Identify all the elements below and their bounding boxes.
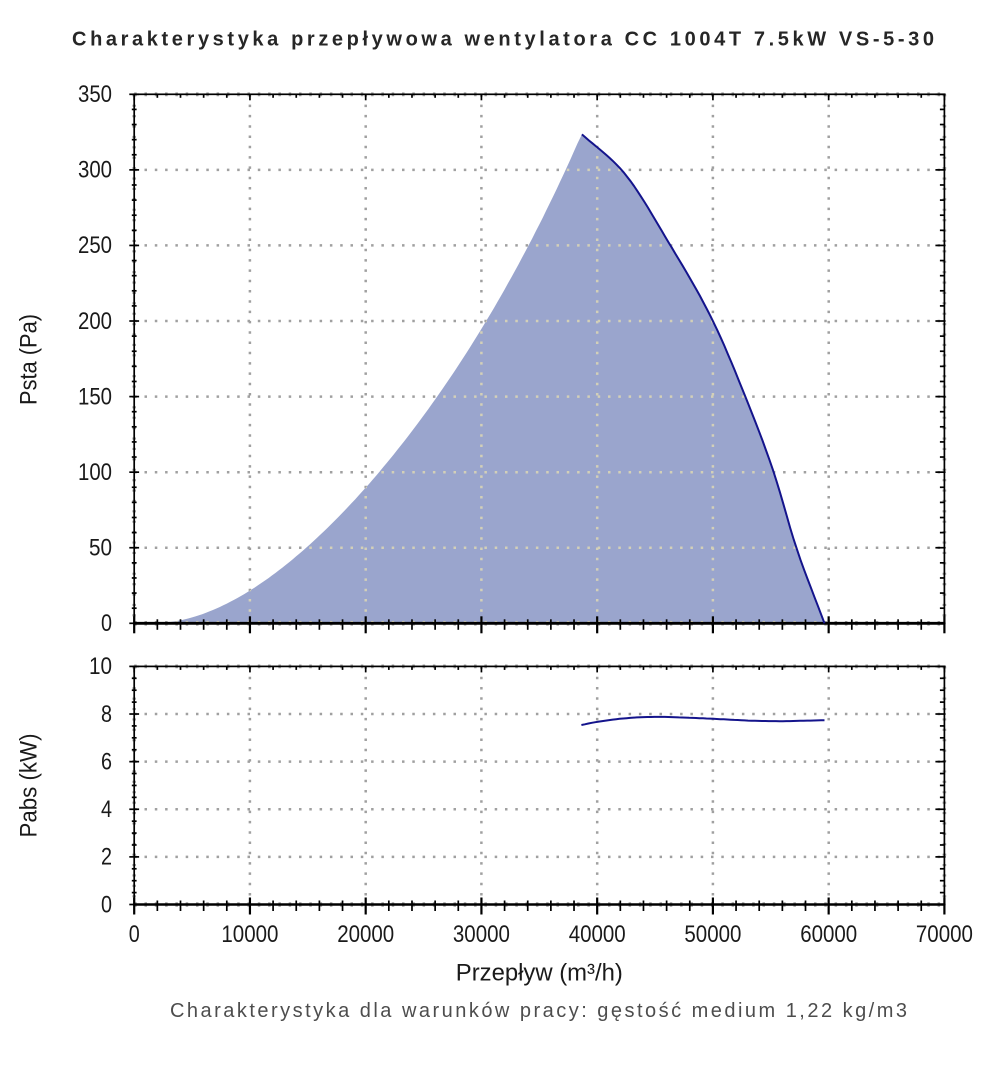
svg-text:Psta (Pa): Psta (Pa) xyxy=(16,314,43,405)
svg-text:20000: 20000 xyxy=(337,921,394,948)
svg-text:10000: 10000 xyxy=(221,921,278,948)
svg-text:50000: 50000 xyxy=(684,921,741,948)
svg-text:10: 10 xyxy=(89,653,112,680)
svg-text:8: 8 xyxy=(101,701,112,728)
svg-text:0: 0 xyxy=(101,891,112,918)
svg-text:70000: 70000 xyxy=(916,921,973,948)
svg-text:350: 350 xyxy=(78,81,112,108)
svg-text:0: 0 xyxy=(101,610,112,637)
svg-text:40000: 40000 xyxy=(569,921,626,948)
svg-text:2: 2 xyxy=(101,844,112,871)
svg-text:4: 4 xyxy=(101,796,112,823)
svg-text:100: 100 xyxy=(78,459,112,486)
svg-text:50: 50 xyxy=(89,535,112,562)
svg-text:30000: 30000 xyxy=(453,921,510,948)
svg-text:200: 200 xyxy=(78,308,112,335)
svg-text:6: 6 xyxy=(101,748,112,775)
svg-text:150: 150 xyxy=(78,383,112,410)
svg-text:Pabs (kW): Pabs (kW) xyxy=(16,734,43,838)
svg-text:Przepływ (m³/h): Przepływ (m³/h) xyxy=(456,960,623,987)
svg-text:300: 300 xyxy=(78,157,112,184)
svg-text:60000: 60000 xyxy=(800,921,857,948)
svg-text:250: 250 xyxy=(78,232,112,259)
svg-text:Charakterystyka dla warunków p: Charakterystyka dla warunków pracy: gęst… xyxy=(170,1000,907,1022)
svg-text:0: 0 xyxy=(129,921,140,948)
